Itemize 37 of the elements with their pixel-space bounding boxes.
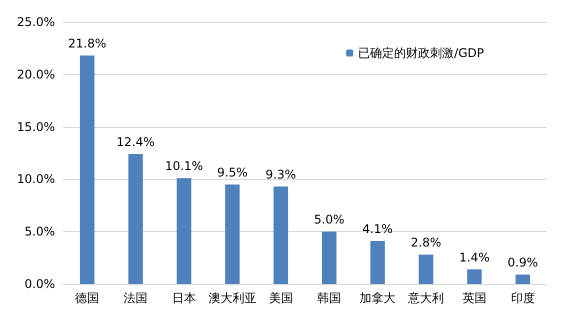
data-label: 1.4%	[459, 250, 490, 264]
x-tick-label: 加拿大	[360, 291, 396, 305]
x-tick-label: 意大利	[407, 291, 444, 305]
x-tick-label: 德国	[75, 291, 100, 305]
data-label: 9.3%	[266, 168, 296, 182]
bar	[176, 178, 192, 284]
data-label: 12.4%	[116, 135, 155, 150]
y-tick-label: 0.0%	[24, 277, 55, 291]
data-label: 9.5%	[217, 165, 248, 180]
bar	[80, 56, 94, 284]
x-tick-label: 澳大利亚	[208, 291, 256, 305]
y-tick-label: 20.0%	[16, 67, 55, 82]
data-label: 10.1%	[164, 159, 204, 174]
y-tick-label: 15.0%	[16, 120, 55, 134]
data-label: 2.8%	[410, 236, 442, 250]
data-label: 4.1%	[362, 222, 393, 236]
x-tick-label: 印度	[510, 291, 535, 305]
bar	[370, 241, 385, 284]
data-label: 5.0%	[314, 212, 344, 227]
data-label: 0.9%	[508, 256, 538, 270]
bar	[128, 154, 143, 284]
bar	[418, 254, 434, 284]
bar	[516, 274, 530, 284]
x-tick-label: 日本	[172, 291, 196, 305]
bar	[274, 186, 288, 284]
bar	[322, 232, 336, 284]
y-tick-label: 10.0%	[16, 172, 55, 186]
y-tick-label: 5.0%	[24, 224, 55, 239]
legend-label: 已确定的财政刺激/GDP	[358, 46, 484, 60]
data-label: 21.8%	[68, 36, 106, 51]
x-tick-label: 美国	[268, 291, 293, 305]
bar	[225, 184, 240, 284]
x-tick-label: 英国	[462, 291, 486, 305]
bar	[467, 269, 482, 284]
x-tick-label: 法国	[124, 291, 148, 305]
y-tick-label: 25.0%	[16, 15, 55, 29]
x-tick-label: 韩国	[317, 291, 342, 305]
